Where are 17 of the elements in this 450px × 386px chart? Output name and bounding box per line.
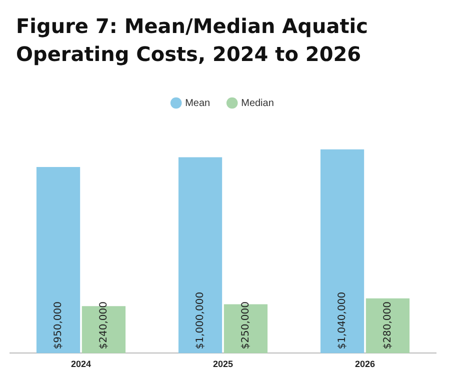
bar <box>224 304 268 354</box>
x-tick-label: 2024 <box>70 359 92 370</box>
legend-label: Mean <box>185 98 210 109</box>
data-label: $280,000 <box>382 301 394 350</box>
data-label: $1,040,000 <box>336 292 348 350</box>
x-tick-label: 2025 <box>212 359 234 370</box>
data-label: $250,000 <box>240 301 252 350</box>
data-label: $240,000 <box>98 301 110 350</box>
data-label: $950,000 <box>52 301 64 350</box>
bar <box>366 298 410 354</box>
bar <box>36 167 80 354</box>
data-label: $1,000,000 <box>194 292 206 350</box>
legend-label: Median <box>241 98 274 109</box>
bar <box>320 149 364 354</box>
chart-title: Figure 7: Mean/Median Aquatic Operating Costs, 2024 to 2026 <box>16 13 369 68</box>
x-tick-label: 2026 <box>354 359 376 370</box>
bar <box>178 157 222 354</box>
